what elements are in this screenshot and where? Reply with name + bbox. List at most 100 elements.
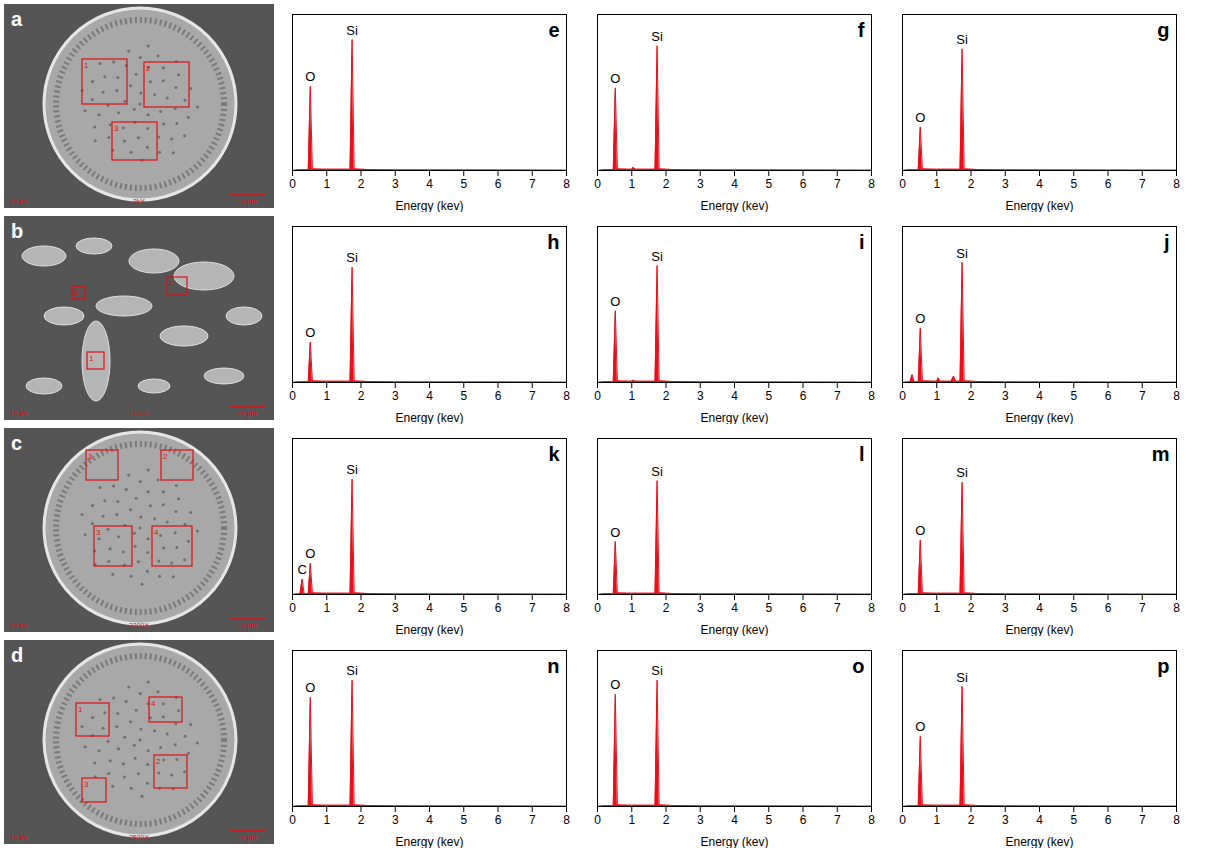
svg-text:6: 6 [800,601,807,615]
svg-text:O: O [915,110,925,125]
svg-text:0: 0 [594,813,601,827]
svg-text:Si: Si [346,663,358,678]
svg-text:4: 4 [1036,389,1043,403]
svg-text:Energy (kev): Energy (kev) [1005,623,1073,637]
svg-text:3: 3 [1002,389,1009,403]
svg-text:g: g [1157,19,1169,41]
svg-text:8: 8 [1173,601,1180,615]
svg-text:Energy (kev): Energy (kev) [700,199,768,213]
svg-text:3: 3 [392,601,399,615]
svg-text:m: m [1152,443,1170,465]
svg-text:Energy (kev): Energy (kev) [395,623,463,637]
svg-text:3: 3 [697,389,704,403]
svg-text:1: 1 [89,354,94,363]
svg-text:6: 6 [1105,389,1112,403]
svg-text:4: 4 [426,601,433,615]
svg-text:2: 2 [968,813,975,827]
svg-text:O: O [610,525,620,540]
svg-text:5: 5 [1070,177,1077,191]
svg-text:7: 7 [529,813,536,827]
svg-text:0: 0 [594,389,601,403]
svg-text:5: 5 [765,813,772,827]
svg-text:0: 0 [899,601,906,615]
svg-text:Si: Si [651,464,663,479]
svg-text:4: 4 [426,389,433,403]
svg-text:2: 2 [358,813,365,827]
svg-text:c: c [11,432,22,454]
svg-text:Energy (kev): Energy (kev) [395,411,463,425]
svg-text:1: 1 [933,601,940,615]
svg-text:3: 3 [114,124,119,133]
svg-text:4: 4 [154,528,159,537]
svg-text:0: 0 [594,601,601,615]
svg-text:2: 2 [163,452,168,461]
svg-text:O: O [915,523,925,538]
svg-text:3: 3 [697,813,704,827]
svg-text:5: 5 [765,389,772,403]
svg-text:1: 1 [628,389,635,403]
svg-text:15 kV: 15 kV [10,622,28,629]
svg-text:i: i [859,231,865,253]
svg-text:3: 3 [1002,601,1009,615]
svg-text:Energy (kev): Energy (kev) [1005,199,1073,213]
svg-text:Energy (kev): Energy (kev) [1005,835,1073,849]
svg-text:1: 1 [323,389,330,403]
svg-text:d: d [11,644,23,666]
svg-text:5: 5 [1070,389,1077,403]
svg-text:8: 8 [563,177,570,191]
svg-text:6: 6 [495,813,502,827]
svg-text:5: 5 [765,177,772,191]
svg-text:7: 7 [834,389,841,403]
svg-text:6: 6 [1105,177,1112,191]
svg-text:2: 2 [358,601,365,615]
svg-text:1: 1 [933,813,940,827]
svg-text:2500X: 2500X [129,834,150,841]
svg-text:3: 3 [84,780,89,789]
svg-text:1: 1 [323,177,330,191]
svg-text:2: 2 [156,757,161,766]
svg-text:1: 1 [88,452,93,461]
svg-text:4: 4 [731,389,738,403]
svg-text:1: 1 [933,389,940,403]
svg-text:2200X: 2200X [129,622,150,629]
svg-text:Si: Si [346,462,358,477]
svg-text:0: 0 [899,813,906,827]
svg-text:3: 3 [74,288,79,297]
svg-text:4: 4 [426,177,433,191]
svg-text:4: 4 [731,601,738,615]
svg-text:O: O [915,719,925,734]
svg-text:h: h [547,231,559,253]
svg-text:1: 1 [323,813,330,827]
svg-text:f: f [858,19,865,41]
svg-text:5: 5 [1070,813,1077,827]
svg-text:4: 4 [731,177,738,191]
svg-text:7: 7 [1139,813,1146,827]
svg-text:2: 2 [968,601,975,615]
svg-text:O: O [610,677,620,692]
svg-text:O: O [915,311,925,326]
svg-text:4: 4 [1036,601,1043,615]
svg-text:8: 8 [868,813,875,827]
svg-text:2kX: 2kX [133,198,145,205]
svg-text:6: 6 [495,601,502,615]
svg-text:2: 2 [663,813,670,827]
svg-text:10 µm: 10 µm [237,198,257,206]
svg-text:5: 5 [460,177,467,191]
svg-text:7: 7 [1139,601,1146,615]
svg-text:l: l [859,443,865,465]
svg-text:a: a [11,8,23,30]
svg-text:3: 3 [697,601,704,615]
svg-text:1: 1 [323,601,330,615]
svg-text:4: 4 [426,813,433,827]
svg-text:1: 1 [933,177,940,191]
svg-text:k: k [548,443,560,465]
svg-text:Si: Si [956,670,968,685]
svg-text:3: 3 [1002,177,1009,191]
svg-text:0: 0 [289,813,296,827]
svg-text:Si: Si [651,29,663,44]
svg-text:6: 6 [495,177,502,191]
svg-text:3: 3 [697,177,704,191]
svg-text:4: 4 [1036,813,1043,827]
svg-text:1: 1 [628,813,635,827]
svg-text:5: 5 [460,601,467,615]
